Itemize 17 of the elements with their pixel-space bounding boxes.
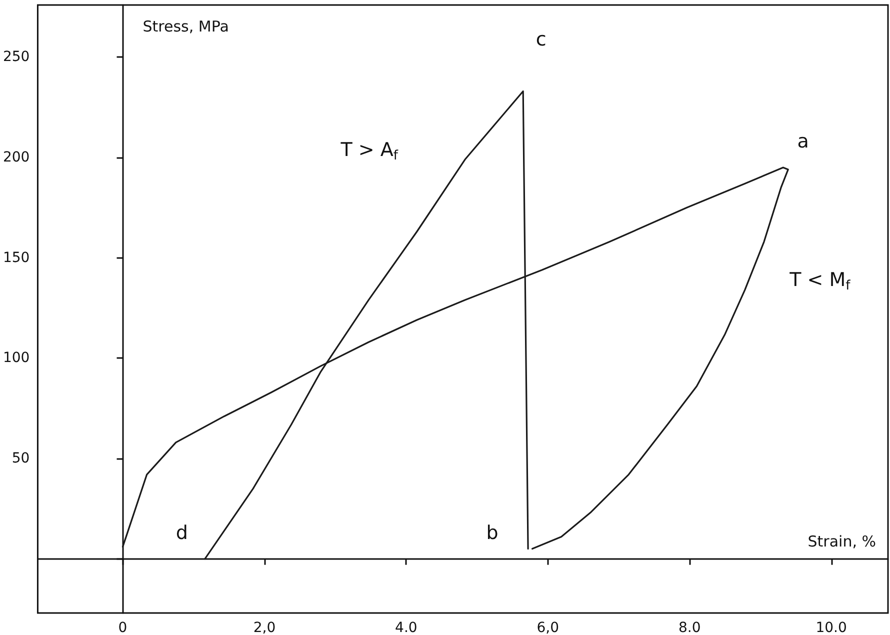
annotation: c <box>536 28 546 50</box>
y-tick-label: 100 <box>2 350 30 366</box>
x-axis-title: Strain, % <box>808 532 876 550</box>
y-axis-title: Stress, MPa <box>142 18 229 36</box>
annotation: a <box>797 130 809 153</box>
y-tick-label: 250 <box>2 49 30 66</box>
x-tick-label: 8.0 <box>678 620 701 635</box>
x-tick-label: 2,0 <box>253 620 276 635</box>
annotation: b <box>486 522 498 544</box>
y-tick-label: 150 <box>2 250 30 266</box>
y-tick-label: 200 <box>2 150 30 166</box>
x-tick-label: 6,0 <box>536 620 560 635</box>
x-tick-label: 0 <box>118 620 128 635</box>
annotation: d <box>176 522 188 544</box>
x-tick-label: 4.0 <box>395 620 418 635</box>
x-tick-label: 10.0 <box>816 620 847 635</box>
y-tick-label: 50 <box>12 450 30 466</box>
